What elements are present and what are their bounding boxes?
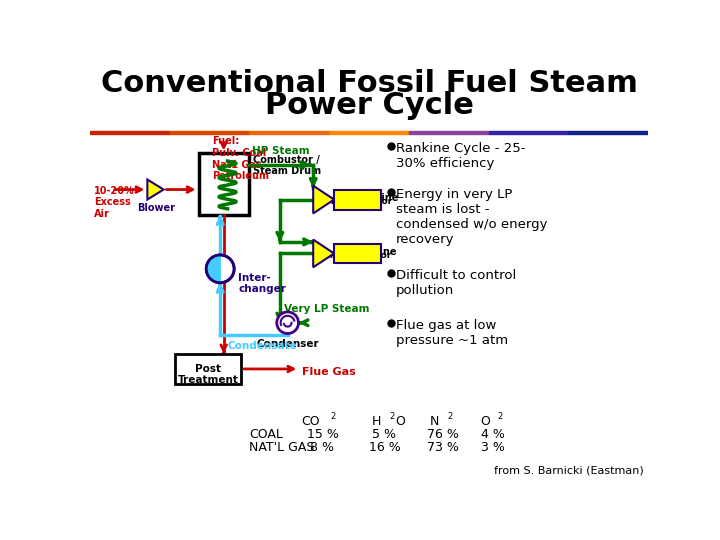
Text: Post
Treatment: Post Treatment	[178, 363, 238, 385]
Bar	[170, 131, 249, 134]
Text: 4 %: 4 %	[481, 428, 505, 441]
Text: 5 %: 5 %	[372, 428, 397, 441]
Text: COAL: COAL	[249, 428, 283, 441]
Bar	[409, 131, 489, 134]
Bar	[249, 131, 329, 134]
Circle shape	[206, 255, 234, 283]
Bar	[199, 153, 249, 215]
Text: from S. Barnicki (Eastman): from S. Barnicki (Eastman)	[495, 465, 644, 475]
Text: 10-20%
Excess
Air: 10-20% Excess Air	[94, 186, 135, 219]
Text: LP Turbine: LP Turbine	[338, 247, 397, 257]
Text: Condenser: Condenser	[256, 339, 319, 349]
Text: Condensate: Condensate	[228, 341, 297, 351]
Wedge shape	[206, 255, 220, 283]
Text: O: O	[395, 415, 405, 428]
Circle shape	[276, 312, 299, 334]
Text: 15 %: 15 %	[307, 428, 338, 441]
Text: LP Generator: LP Generator	[324, 251, 391, 260]
Text: Flue Gas: Flue Gas	[302, 367, 356, 377]
Text: HP Turbine: HP Turbine	[338, 193, 398, 204]
Text: 76 %: 76 %	[427, 428, 459, 441]
Text: HP Steam: HP Steam	[252, 146, 310, 156]
Text: Difficult to control
pollution: Difficult to control pollution	[396, 269, 516, 297]
Text: 8 %: 8 %	[310, 441, 335, 454]
Bar	[329, 131, 409, 134]
Text: HP Generator: HP Generator	[323, 197, 392, 206]
Polygon shape	[313, 186, 334, 213]
Bar	[334, 244, 381, 264]
Text: 3 %: 3 %	[481, 441, 505, 454]
Text: Very LP Steam: Very LP Steam	[284, 303, 369, 314]
Text: Combustor /
Steam Drum: Combustor / Steam Drum	[253, 155, 321, 177]
Text: O: O	[480, 415, 490, 428]
Polygon shape	[313, 240, 334, 267]
Text: N: N	[430, 415, 439, 428]
Bar	[568, 131, 648, 134]
Text: 73 %: 73 %	[427, 441, 459, 454]
Polygon shape	[148, 179, 163, 200]
Bar	[90, 131, 170, 134]
Text: Flue gas at low
pressure ~1 atm: Flue gas at low pressure ~1 atm	[396, 319, 508, 347]
Text: Rankine Cycle - 25-
30% efficiency: Rankine Cycle - 25- 30% efficiency	[396, 142, 526, 170]
Text: H: H	[372, 415, 382, 428]
Text: Blower: Blower	[137, 204, 175, 213]
Text: 2: 2	[447, 412, 453, 421]
Text: CO: CO	[301, 415, 320, 428]
Text: NAT'L GAS: NAT'L GAS	[249, 441, 314, 454]
Bar	[334, 190, 381, 210]
Text: Energy in very LP
steam is lost -
condensed w/o energy
recovery: Energy in very LP steam is lost - conden…	[396, 188, 548, 246]
Text: Inter-
changer: Inter- changer	[238, 273, 286, 294]
Text: Conventional Fossil Fuel Steam: Conventional Fossil Fuel Steam	[101, 69, 637, 98]
Text: 16 %: 16 %	[369, 441, 400, 454]
Text: 2: 2	[389, 412, 395, 421]
Bar	[489, 131, 568, 134]
Text: 2: 2	[330, 412, 336, 421]
Text: Fuel:
Pulv. Coal
Nat1 Gas
Petroleum: Fuel: Pulv. Coal Nat1 Gas Petroleum	[212, 137, 269, 181]
Text: Power Cycle: Power Cycle	[264, 91, 474, 120]
Bar	[175, 354, 241, 384]
Text: 2: 2	[498, 412, 503, 421]
